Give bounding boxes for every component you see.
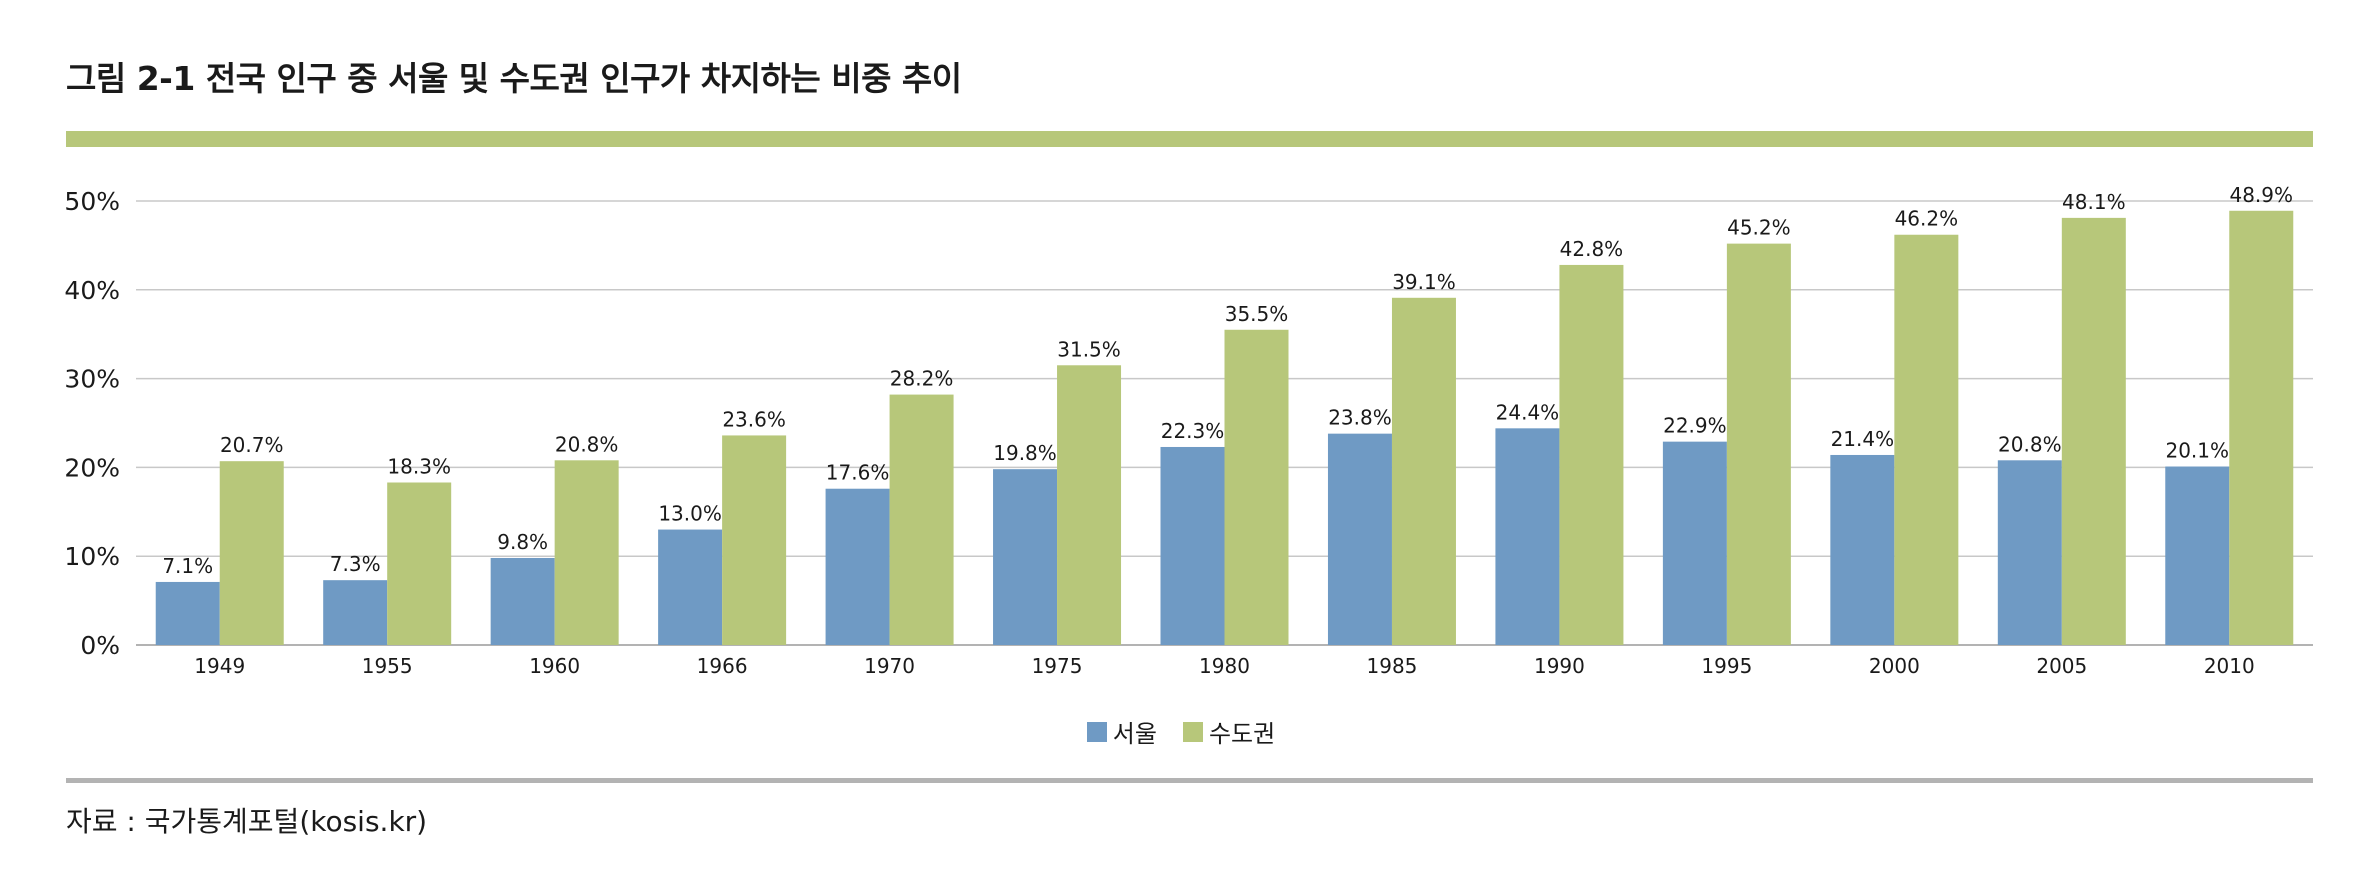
legend-label-capital: 수도권 xyxy=(1208,720,1276,748)
x-tick-label: 1980 xyxy=(1199,654,1250,678)
source-note: 자료 : 국가통계포털(kosis.kr) xyxy=(66,805,428,838)
chart-title: 그림 2-1 전국 인구 중 서울 및 수도권 인구가 차지하는 비중 추이 xyxy=(66,59,962,98)
data-label-seoul: 7.3% xyxy=(330,552,381,576)
bar-capital xyxy=(2229,210,2294,645)
x-tick-label: 2005 xyxy=(2036,654,2087,678)
data-label-seoul: 20.8% xyxy=(1998,432,2062,456)
data-label-seoul: 24.4% xyxy=(1496,400,1560,424)
bar-seoul xyxy=(1495,428,1560,645)
bar-capital xyxy=(387,482,452,645)
y-tick-label: 40% xyxy=(64,276,120,305)
bar-capital xyxy=(1726,243,1791,645)
legend-swatch-capital xyxy=(1182,721,1203,742)
bar-seoul xyxy=(1327,433,1392,645)
bar-capital xyxy=(1224,329,1289,645)
bar-seoul xyxy=(1997,460,2062,645)
bar-seoul xyxy=(1160,446,1225,645)
bar-capital xyxy=(889,394,954,645)
bar-seoul xyxy=(1830,454,1895,645)
x-tick-label: 1995 xyxy=(1701,654,1752,678)
bar-seoul xyxy=(1662,441,1727,645)
data-label-seoul: 17.6% xyxy=(826,461,890,485)
bar-capital xyxy=(219,461,284,645)
bar-capital xyxy=(1894,234,1959,645)
x-tick-label: 1966 xyxy=(697,654,748,678)
data-label-capital: 42.8% xyxy=(1560,237,1624,261)
data-label-capital: 39.1% xyxy=(1392,270,1456,294)
bar-seoul xyxy=(993,469,1058,645)
bar-capital xyxy=(2061,217,2126,645)
bar-capital xyxy=(1559,264,1624,645)
y-tick-label: 0% xyxy=(80,631,120,660)
x-tick-label: 1975 xyxy=(1032,654,1083,678)
data-label-seoul: 23.8% xyxy=(1328,406,1392,430)
bar-capital xyxy=(1391,297,1456,645)
data-label-capital: 28.2% xyxy=(890,367,954,391)
bar-capital xyxy=(1057,365,1122,645)
data-label-seoul: 13.0% xyxy=(658,502,722,526)
legend-swatch-seoul xyxy=(1086,721,1107,742)
data-label-seoul: 22.9% xyxy=(1663,414,1727,438)
data-label-seoul: 20.1% xyxy=(2165,439,2229,463)
x-tick-label: 2000 xyxy=(1869,654,1920,678)
y-tick-label: 30% xyxy=(64,365,120,394)
bar-seoul xyxy=(825,488,890,645)
bar-seoul xyxy=(658,529,723,645)
data-label-capital: 20.8% xyxy=(555,432,619,456)
legend-item-seoul: 서울 xyxy=(1086,714,1157,749)
legend: 서울 수도권 xyxy=(0,714,2362,749)
legend-item-capital: 수도권 xyxy=(1182,714,1276,749)
bar-seoul xyxy=(323,580,388,645)
y-tick-label: 20% xyxy=(64,453,120,482)
data-label-capital: 23.6% xyxy=(722,407,786,431)
x-tick-label: 1990 xyxy=(1534,654,1585,678)
data-label-capital: 20.7% xyxy=(220,433,284,457)
bar-chart: 0% 10% 20% 30% 40% 50% 7.1% 20.7% 1949 7.3% 18.3% 1… xyxy=(64,183,2313,678)
data-label-seoul: 22.3% xyxy=(1161,419,1225,443)
y-tick-label: 10% xyxy=(64,542,120,571)
bar-capital xyxy=(554,460,619,645)
data-label-capital: 31.5% xyxy=(1057,337,1121,361)
data-label-capital: 46.2% xyxy=(1895,207,1959,231)
x-tick-label: 1985 xyxy=(1367,654,1418,678)
bar-seoul xyxy=(490,557,555,645)
x-tick-label: 1960 xyxy=(529,654,580,678)
bar-capital xyxy=(722,435,787,645)
data-label-seoul: 7.1% xyxy=(162,554,213,578)
y-tick-label: 50% xyxy=(64,187,120,216)
data-label-seoul: 9.8% xyxy=(497,530,548,554)
x-tick-label: 1970 xyxy=(864,654,915,678)
bar-seoul xyxy=(2165,466,2230,645)
data-label-capital: 48.1% xyxy=(2062,190,2126,214)
data-label-capital: 45.2% xyxy=(1727,216,1791,240)
x-tick-label: 2010 xyxy=(2204,654,2255,678)
data-label-capital: 18.3% xyxy=(387,454,451,478)
data-label-seoul: 21.4% xyxy=(1831,427,1895,451)
bar-seoul xyxy=(155,581,220,645)
x-tick-label: 1955 xyxy=(362,654,413,678)
source-rule xyxy=(66,778,2313,783)
data-label-seoul: 19.8% xyxy=(993,441,1057,465)
data-label-capital: 48.9% xyxy=(2229,183,2293,207)
title-rule xyxy=(66,131,2313,147)
data-label-capital: 35.5% xyxy=(1225,302,1289,326)
x-tick-label: 1949 xyxy=(194,654,245,678)
legend-label-seoul: 서울 xyxy=(1112,720,1157,748)
